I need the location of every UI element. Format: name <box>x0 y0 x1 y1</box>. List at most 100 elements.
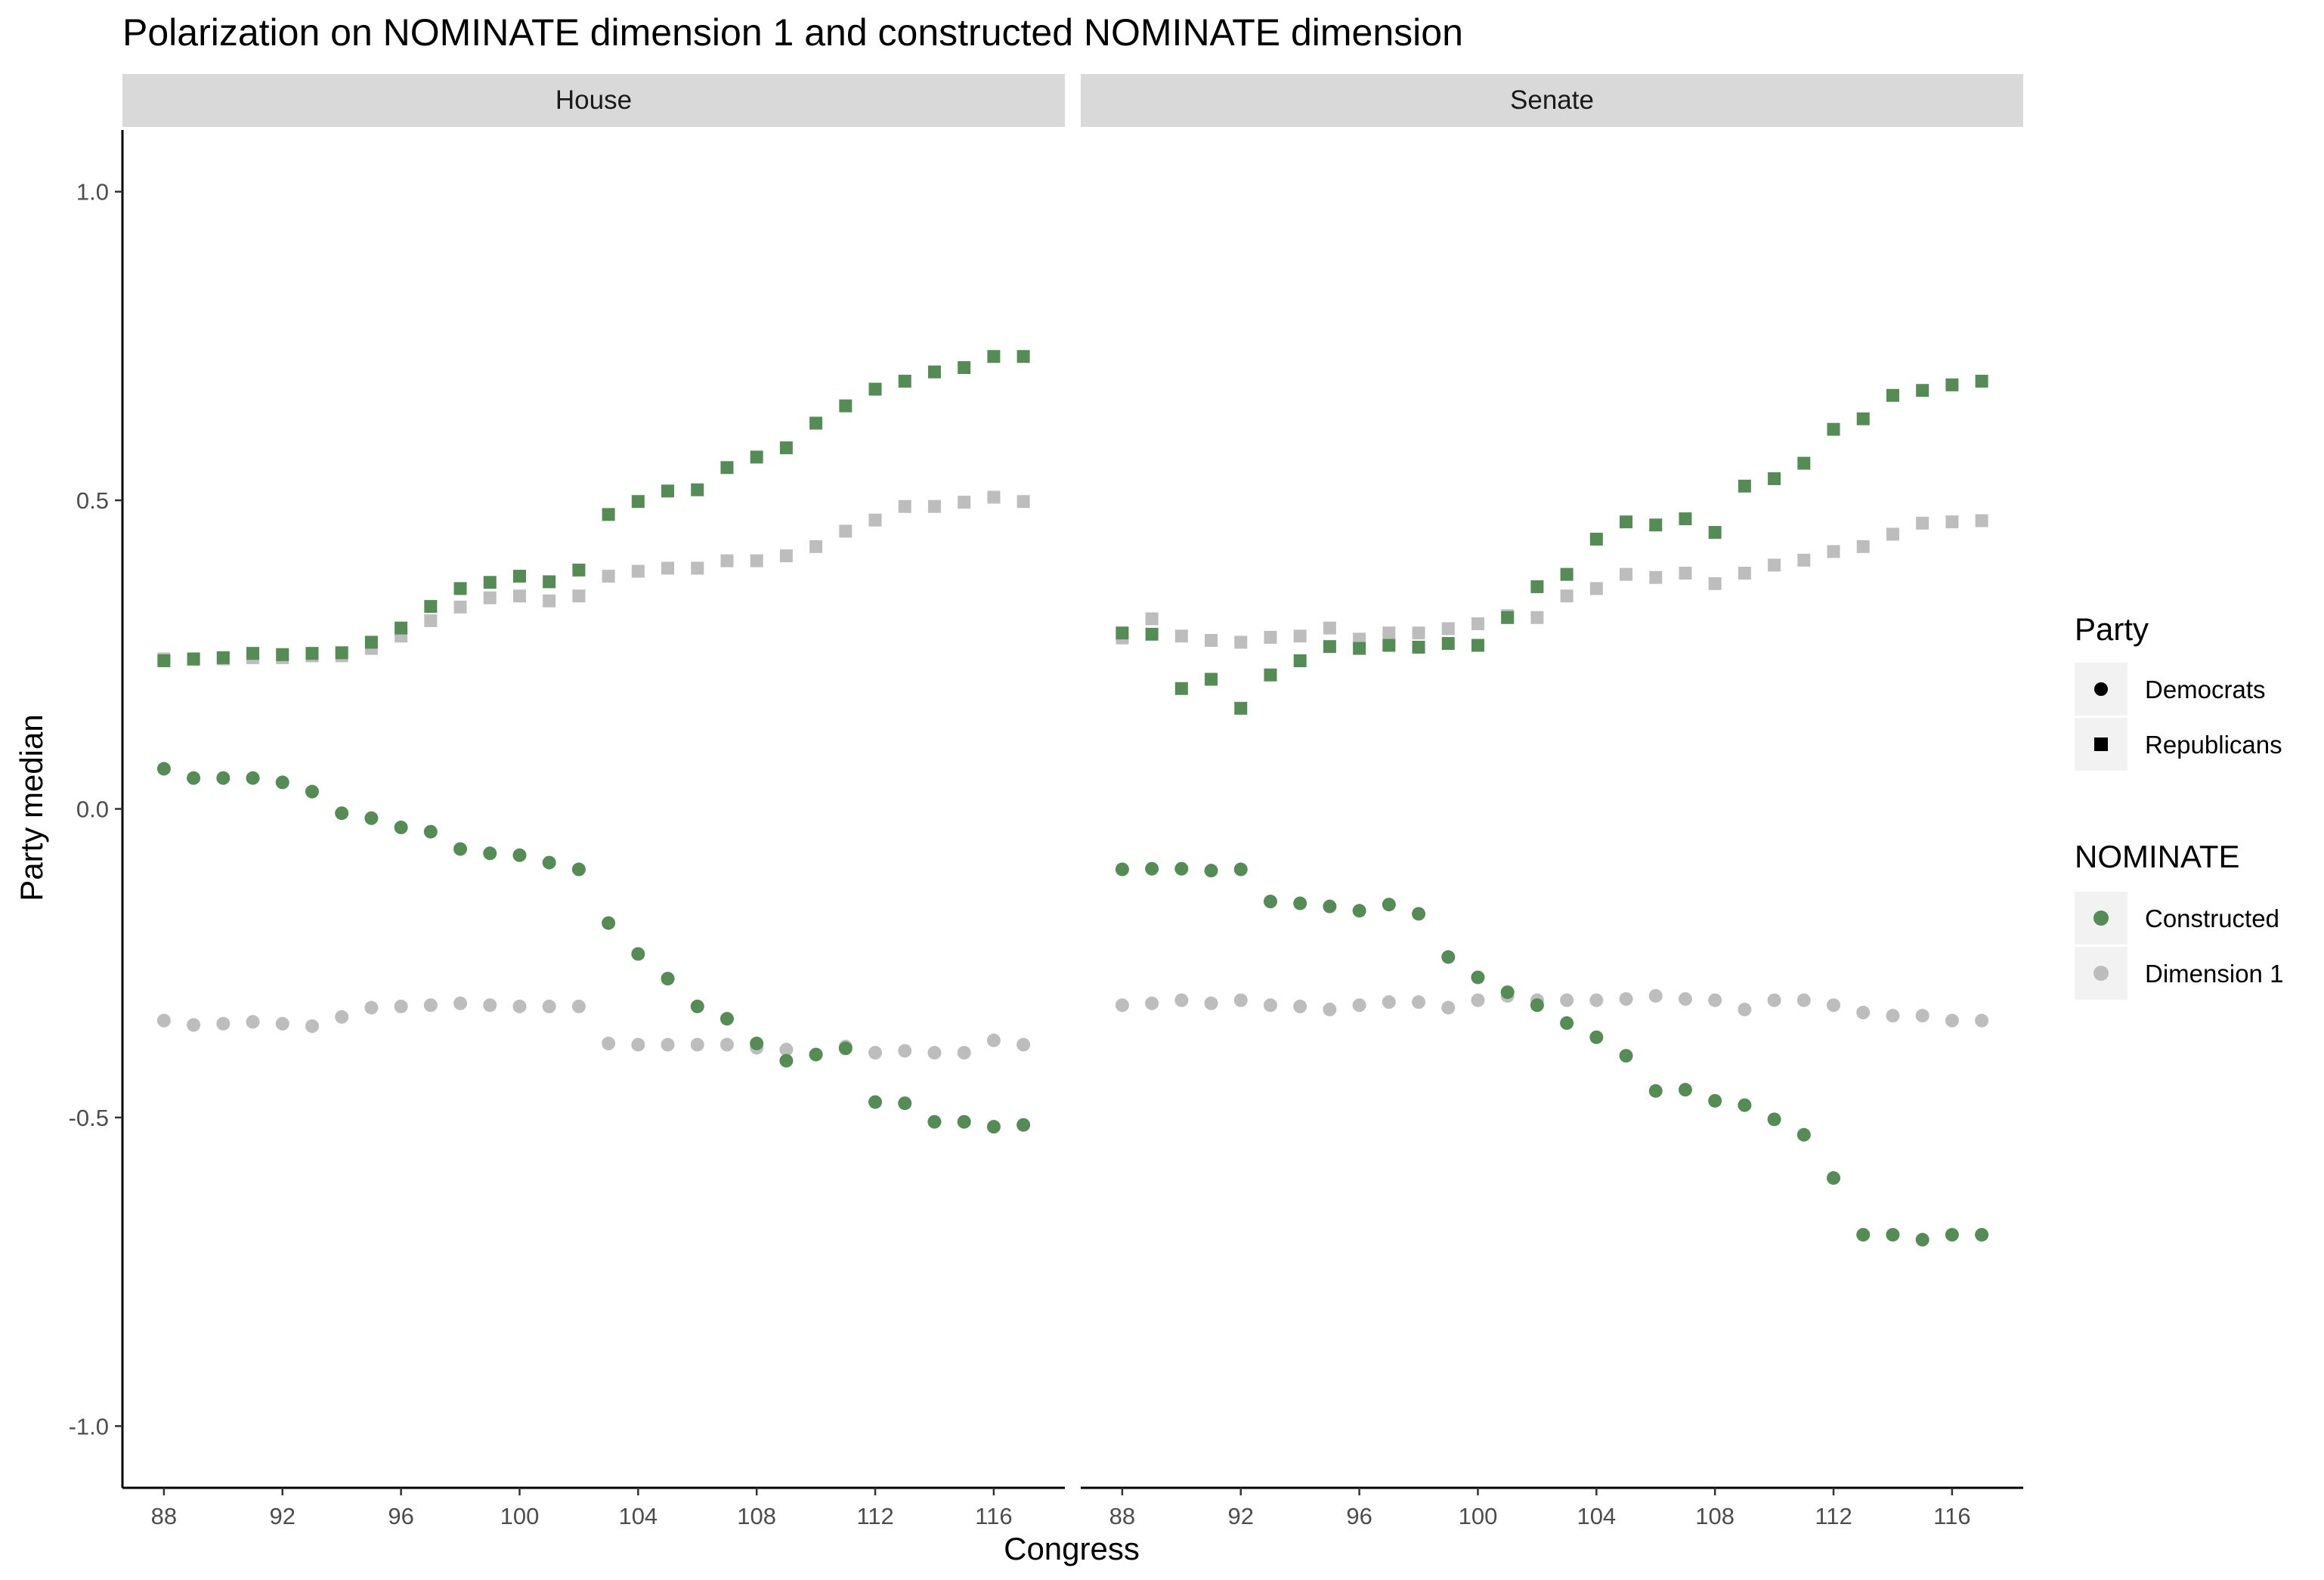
point-senate-republicans-constructed <box>1323 640 1336 654</box>
y-tick-label: -0.5 <box>69 1105 109 1131</box>
point-senate-republicans-dimension-1 <box>1679 566 1692 580</box>
point-senate-republicans-dimension-1 <box>1945 515 1959 529</box>
point-senate-democrats-constructed <box>1975 1228 1989 1242</box>
point-senate-democrats-dimension-1 <box>1293 999 1307 1013</box>
x-tick-label-house: 104 <box>618 1503 658 1529</box>
point-senate-republicans-dimension-1 <box>1856 540 1870 553</box>
point-senate-democrats-dimension-1 <box>1174 993 1189 1007</box>
point-senate-democrats-constructed <box>1471 970 1485 985</box>
point-house-republicans-constructed <box>335 646 348 660</box>
point-house-republicans-dimension-1 <box>543 594 556 608</box>
point-house-republicans-constructed <box>927 365 941 379</box>
point-house-democrats-dimension-1 <box>927 1046 942 1060</box>
point-house-republicans-constructed <box>543 575 556 589</box>
point-senate-democrats-constructed <box>1915 1232 1929 1247</box>
x-tick-label-house: 116 <box>975 1503 1012 1529</box>
point-senate-democrats-constructed <box>1233 862 1248 877</box>
x-tick-label-senate: 88 <box>1109 1503 1135 1529</box>
point-house-republicans-dimension-1 <box>661 561 675 575</box>
point-senate-republicans-dimension-1 <box>1441 622 1455 635</box>
point-senate-republicans-dimension-1 <box>1412 626 1425 640</box>
point-house-democrats-dimension-1 <box>394 999 408 1013</box>
point-house-republicans-dimension-1 <box>453 600 467 614</box>
point-senate-democrats-dimension-1 <box>1145 996 1159 1010</box>
point-house-republicans-constructed <box>483 576 497 589</box>
point-house-democrats-constructed <box>868 1095 883 1109</box>
point-senate-democrats-constructed <box>1263 895 1277 909</box>
point-senate-democrats-dimension-1 <box>1412 995 1426 1010</box>
point-senate-republicans-constructed <box>1293 654 1307 667</box>
point-senate-republicans-dimension-1 <box>1530 611 1544 624</box>
point-house-democrats-constructed <box>779 1053 794 1068</box>
point-senate-democrats-dimension-1 <box>1204 996 1218 1010</box>
point-senate-republicans-constructed <box>1916 384 1929 397</box>
point-senate-republicans-dimension-1 <box>1975 514 1988 527</box>
point-house-democrats-dimension-1 <box>868 1046 883 1060</box>
point-house-democrats-dimension-1 <box>483 998 497 1013</box>
point-house-republicans-constructed <box>364 635 378 649</box>
legend-title-nominate: NOMINATE <box>2075 839 2240 874</box>
point-house-democrats-constructed <box>750 1036 764 1050</box>
point-senate-republicans-dimension-1 <box>1620 567 1633 581</box>
y-tick-label: -1.0 <box>69 1413 109 1439</box>
y-tick-label: 0.5 <box>76 487 109 514</box>
strip-label-senate: Senate <box>1510 85 1594 115</box>
x-tick-label-senate: 104 <box>1577 1503 1616 1529</box>
point-house-republicans-constructed <box>305 647 319 660</box>
point-house-republicans-constructed <box>987 350 1001 363</box>
point-senate-democrats-dimension-1 <box>1619 992 1633 1006</box>
point-senate-democrats-dimension-1 <box>1796 993 1811 1007</box>
x-tick-label-house: 108 <box>737 1503 776 1529</box>
point-house-republicans-dimension-1 <box>809 540 823 553</box>
x-tick-label-senate: 92 <box>1228 1503 1254 1529</box>
point-house-democrats-dimension-1 <box>779 1043 794 1057</box>
point-house-democrats-constructed <box>571 862 586 877</box>
x-tick-label-house: 112 <box>856 1503 893 1529</box>
point-senate-republicans-dimension-1 <box>1708 577 1722 590</box>
point-house-republicans-dimension-1 <box>512 589 526 603</box>
point-senate-republicans-constructed <box>1116 626 1129 640</box>
point-senate-republicans-constructed <box>1560 567 1574 581</box>
point-house-democrats-dimension-1 <box>453 996 468 1010</box>
point-house-democrats-dimension-1 <box>542 999 556 1013</box>
point-house-democrats-constructed <box>898 1096 912 1111</box>
point-house-republicans-dimension-1 <box>898 499 911 513</box>
point-house-democrats-dimension-1 <box>512 999 527 1013</box>
point-senate-democrats-constructed <box>1145 861 1159 876</box>
point-house-republicans-constructed <box>779 441 793 455</box>
point-senate-republicans-constructed <box>1768 472 1781 486</box>
point-house-republicans-constructed <box>453 582 467 595</box>
point-house-republicans-dimension-1 <box>750 554 763 567</box>
point-senate-republicans-constructed <box>1501 611 1515 624</box>
legend-title-party: Party <box>2075 611 2149 647</box>
point-senate-democrats-dimension-1 <box>1915 1009 1929 1023</box>
point-house-republicans-constructed <box>868 382 882 396</box>
point-senate-republicans-constructed <box>1975 374 1988 388</box>
point-senate-democrats-constructed <box>1115 862 1129 877</box>
point-senate-republicans-constructed <box>1856 412 1870 425</box>
x-tick-label-senate: 108 <box>1695 1503 1734 1529</box>
point-senate-republicans-constructed <box>1471 638 1484 652</box>
point-house-democrats-dimension-1 <box>571 999 586 1013</box>
point-house-democrats-constructed <box>1017 1118 1031 1132</box>
point-senate-democrats-dimension-1 <box>1589 993 1604 1007</box>
point-senate-republicans-constructed <box>1353 642 1366 655</box>
point-house-republicans-constructed <box>187 652 200 666</box>
point-house-republicans-dimension-1 <box>987 490 1001 504</box>
point-senate-democrats-constructed <box>1678 1083 1692 1097</box>
point-house-democrats-constructed <box>957 1115 971 1129</box>
point-house-republicans-dimension-1 <box>572 589 586 603</box>
point-senate-democrats-constructed <box>1856 1228 1871 1242</box>
point-senate-republicans-dimension-1 <box>1738 566 1751 580</box>
point-senate-republicans-dimension-1 <box>1886 527 1899 541</box>
point-senate-democrats-constructed <box>1293 896 1307 911</box>
point-house-democrats-dimension-1 <box>275 1016 289 1031</box>
point-house-democrats-dimension-1 <box>690 1037 704 1052</box>
point-house-republicans-constructed <box>750 450 763 464</box>
point-house-republicans-constructed <box>631 495 645 509</box>
point-senate-democrats-dimension-1 <box>1856 1006 1871 1020</box>
point-house-republicans-constructed <box>661 484 675 498</box>
point-senate-republicans-constructed <box>1412 640 1425 654</box>
point-senate-democrats-constructed <box>1827 1170 1841 1185</box>
point-senate-democrats-dimension-1 <box>1886 1009 1900 1023</box>
